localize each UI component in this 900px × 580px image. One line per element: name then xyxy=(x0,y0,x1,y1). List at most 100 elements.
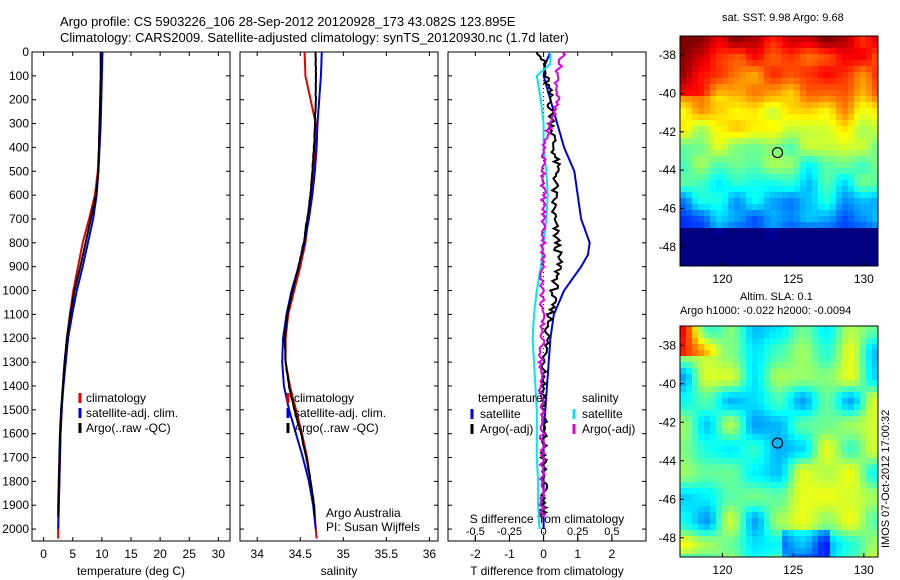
heatmap-cell xyxy=(794,524,800,530)
heatmap-cell xyxy=(722,204,728,210)
heatmap-cell xyxy=(728,368,734,374)
heatmap-cell xyxy=(788,54,794,60)
heatmap-cell xyxy=(860,162,866,168)
heatmap-cell xyxy=(722,494,728,500)
heatmap-cell xyxy=(812,264,818,266)
heatmap-cell xyxy=(860,168,866,174)
heatmap-cell xyxy=(692,326,698,332)
heatmap-cell xyxy=(842,198,848,204)
heatmap-cell xyxy=(824,102,830,108)
heatmap-cell xyxy=(836,548,842,554)
heatmap-cell xyxy=(746,108,752,114)
heatmap-cell xyxy=(752,114,758,120)
heatmap-cell xyxy=(860,356,866,362)
heatmap-cell xyxy=(782,216,788,222)
heatmap-cell xyxy=(836,264,842,266)
heatmap-cell xyxy=(680,380,686,386)
heatmap-cell xyxy=(872,138,878,144)
heatmap-cell xyxy=(794,36,800,42)
heatmap-cell xyxy=(704,150,710,156)
heatmap-cell xyxy=(722,536,728,542)
heatmap-cell xyxy=(770,84,776,90)
heatmap-cell xyxy=(830,362,836,368)
heatmap-cell xyxy=(740,102,746,108)
heatmap-cell xyxy=(782,404,788,410)
heatmap-cell xyxy=(788,458,794,464)
heatmap-cell xyxy=(872,392,878,398)
heatmap-cell xyxy=(812,350,818,356)
heatmap-cell xyxy=(758,36,764,42)
heatmap-cell xyxy=(782,422,788,428)
heatmap-cell xyxy=(698,416,704,422)
heatmap-cell xyxy=(830,494,836,500)
heatmap-cell xyxy=(764,240,770,246)
heatmap-cell xyxy=(680,350,686,356)
heatmap-cell xyxy=(722,210,728,216)
heatmap-cell xyxy=(854,72,860,78)
heatmap-cell xyxy=(728,198,734,204)
heatmap-cell xyxy=(788,186,794,192)
heatmap-cell xyxy=(860,374,866,380)
heatmap-cell xyxy=(734,48,740,54)
heatmap-cell xyxy=(788,66,794,72)
heatmap-cell xyxy=(692,150,698,156)
heatmap-cell xyxy=(752,458,758,464)
heatmap-cell xyxy=(818,518,824,524)
s-tick-label: -0.5 xyxy=(466,526,485,538)
heatmap-cell xyxy=(818,494,824,500)
heatmap-cell xyxy=(842,138,848,144)
heatmap-cell xyxy=(836,180,842,186)
heatmap-cell xyxy=(800,204,806,210)
heatmap-cell xyxy=(746,368,752,374)
heatmap-cell xyxy=(806,102,812,108)
heatmap-cell xyxy=(824,114,830,120)
heatmap-cell xyxy=(734,410,740,416)
heatmap-cell xyxy=(836,398,842,404)
heatmap-cell xyxy=(794,156,800,162)
heatmap-cell xyxy=(800,156,806,162)
heatmap-cell xyxy=(734,72,740,78)
heatmap-cell xyxy=(758,126,764,132)
heatmap-cell xyxy=(788,78,794,84)
sst-map: 120 125 130-38-40-42-44-46-48 xyxy=(659,35,879,286)
heatmap-cell xyxy=(728,84,734,90)
heatmap-cell xyxy=(812,464,818,470)
sst-map-title: sat. SST: 9.98 Argo: 9.68 xyxy=(722,12,844,24)
heatmap-cell xyxy=(740,120,746,126)
heatmap-cell xyxy=(848,476,854,482)
heatmap-cell xyxy=(734,42,740,48)
heatmap-cell xyxy=(692,386,698,392)
heatmap-cell xyxy=(686,234,692,240)
heatmap-cell xyxy=(770,500,776,506)
heatmap-cell xyxy=(812,174,818,180)
heatmap-cell xyxy=(686,36,692,42)
heatmap-cell xyxy=(680,72,686,78)
heatmap-cell xyxy=(734,138,740,144)
heatmap-cell xyxy=(758,452,764,458)
heatmap-cell xyxy=(764,144,770,150)
heatmap-cell xyxy=(866,252,872,258)
heatmap-cell xyxy=(842,440,848,446)
heatmap-cell xyxy=(722,102,728,108)
heatmap-cell xyxy=(728,482,734,488)
heatmap-cell xyxy=(794,186,800,192)
heatmap-cell xyxy=(860,410,866,416)
heatmap-cell xyxy=(854,524,860,530)
heatmap-cell xyxy=(770,332,776,338)
heatmap-cell xyxy=(818,476,824,482)
heatmap-cell xyxy=(782,446,788,452)
heatmap-cell xyxy=(686,144,692,150)
heatmap-cell xyxy=(776,120,782,126)
heatmap-cell xyxy=(764,222,770,228)
heatmap-cell xyxy=(740,78,746,84)
heatmap-cell xyxy=(866,48,872,54)
heatmap-cell xyxy=(764,84,770,90)
heatmap-cell xyxy=(872,48,878,54)
heatmap-cell xyxy=(794,548,800,554)
heatmap-cell xyxy=(728,386,734,392)
heatmap-cell xyxy=(800,240,806,246)
heatmap-cell xyxy=(818,126,824,132)
heatmap-cell xyxy=(710,138,716,144)
heatmap-cell xyxy=(734,380,740,386)
heatmap-cell xyxy=(872,84,878,90)
